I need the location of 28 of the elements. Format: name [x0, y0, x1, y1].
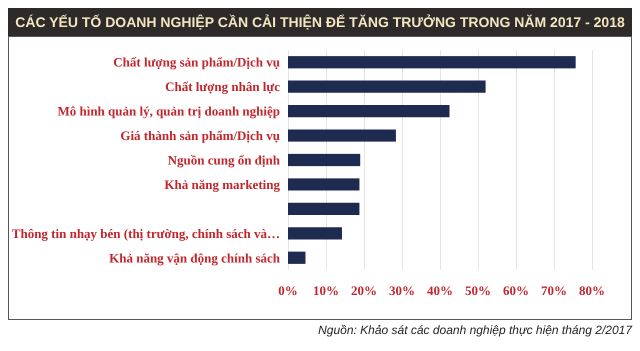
y-tick-label: Thông tin nhạy bén (thị trường, chính sách và…	[12, 226, 280, 241]
y-tick-label: Chất lượng sản phẩm/Dịch vụ	[113, 54, 280, 70]
y-tick-label: Chất lượng nhân lực	[165, 79, 280, 94]
chart-title: CÁC YẾU TỐ DOANH NGHIỆP CẦN CẢI THIỆN ĐỂ TĂNG TRƯỞNG TRONG NĂM 2017 - 2018	[8, 8, 632, 36]
text: Nguồn: Khảo sát các doanh nghiệp thực hiện tháng 2/2017	[318, 323, 632, 337]
x-tick-label: 0%	[278, 283, 298, 298]
bar	[288, 202, 360, 215]
bar	[288, 80, 486, 93]
x-tick-label: 70%	[541, 283, 567, 298]
bar	[288, 178, 360, 191]
y-tick-label: Giá thành sản phẩm/Dịch vụ	[120, 128, 280, 144]
x-tick-label: 50%	[465, 283, 491, 298]
x-tick-label: 30%	[389, 283, 415, 298]
y-tick-label: Khả năng vận động chính sách	[109, 250, 281, 266]
x-tick-label: 10%	[313, 283, 339, 298]
bar	[288, 56, 576, 68]
y-tick-label: Nguồn cung ổn định	[168, 152, 281, 168]
bar	[288, 105, 450, 118]
x-tick-label: 80%	[579, 283, 605, 298]
bar	[288, 227, 342, 240]
x-tick-label: 20%	[351, 283, 377, 298]
y-tick-label: Mô hình quản lý, quản trị doanh nghiệp	[57, 104, 280, 119]
x-tick-label: 60%	[503, 283, 529, 298]
bar	[288, 129, 396, 142]
bar	[288, 154, 360, 166]
x-tick-label: 40%	[427, 283, 453, 298]
bar	[288, 252, 306, 264]
y-tick-label: Khả năng marketing	[164, 176, 280, 192]
